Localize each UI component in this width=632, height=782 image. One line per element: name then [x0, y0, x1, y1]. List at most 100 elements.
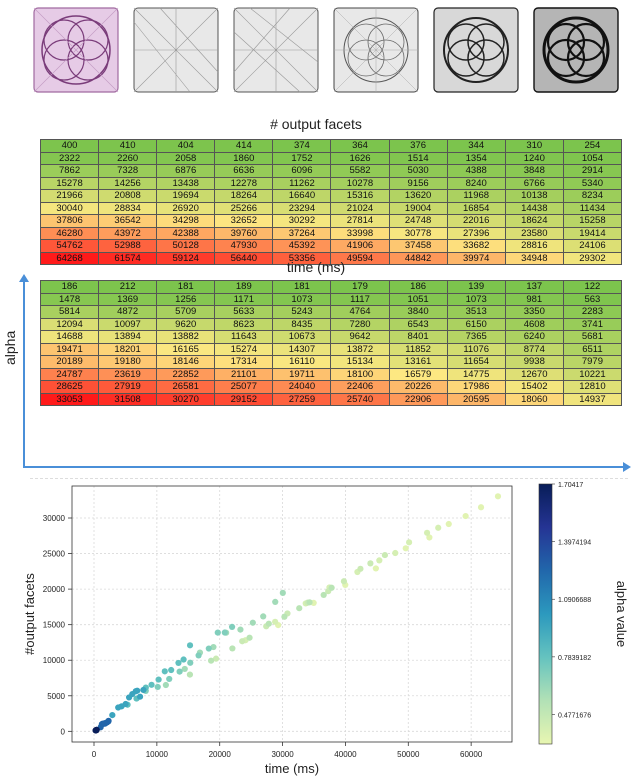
- time-table-cell: 10097: [98, 317, 158, 331]
- time-table-cell: 10673: [272, 330, 332, 344]
- facets-table-row: 46280 43972 42388 39760 37264 33998 30778 27396…: [39, 226, 623, 240]
- time-table-cell: 23619: [98, 367, 158, 381]
- facets-table-row: 64268 61574 59124 56440 53356 49594 44842 39974…: [39, 251, 623, 265]
- mesh-thumbnail-2: [133, 7, 219, 93]
- time-table-cell: 6240: [504, 330, 564, 344]
- data-point: [140, 686, 147, 694]
- facets-table-cell: 19004: [388, 201, 448, 215]
- data-point: [136, 693, 144, 700]
- data-point: [180, 656, 187, 663]
- time-table-cell: 20189: [39, 355, 100, 369]
- facets-table-cell: 10138: [504, 189, 564, 203]
- facets-table-row: 400 410 404 414 374 364 376 344 310 254: [39, 139, 623, 153]
- time-table-cell: 13882: [156, 330, 216, 344]
- time-table-cell: 33053: [39, 392, 100, 406]
- facets-table-cell: 27396: [446, 226, 506, 240]
- data-point: [281, 613, 288, 620]
- data-point: [181, 665, 188, 673]
- x-tick-label: 60000: [460, 750, 483, 759]
- time-table-cell: 122: [562, 280, 623, 294]
- facets-table-cell: 45392: [272, 239, 332, 253]
- data-point: [162, 681, 169, 689]
- data-point: [237, 626, 244, 633]
- time-table-cell: 981: [504, 292, 564, 306]
- alpha-axis-label: alpha: [2, 330, 18, 365]
- facets-table-cell: 29302: [562, 251, 623, 265]
- time-table-row: 14688 13894 13882 11643 10673 9642 8401 7365 624…: [39, 330, 623, 344]
- mesh-thumbnails: [30, 2, 630, 102]
- x-tick-label: 30000: [271, 750, 294, 759]
- facets-table-row: 30040 28834 26920 25266 23294 21024 19004 16854…: [39, 201, 623, 215]
- time-table-cell: 11643: [214, 330, 274, 344]
- facets-table-cell: 36542: [98, 214, 158, 228]
- bottom-axis-line: [23, 466, 623, 468]
- time-table-cell: 20595: [446, 392, 506, 406]
- data-point: [405, 539, 413, 546]
- data-point: [462, 512, 469, 520]
- facets-table-cell: 21024: [330, 201, 390, 215]
- time-table-cell: 31508: [98, 392, 158, 406]
- data-point: [168, 666, 175, 674]
- data-point: [426, 534, 433, 541]
- facets-table-cell: 1514: [388, 151, 448, 165]
- time-table-cell: 13894: [98, 330, 158, 344]
- time-table-row: 28625 27919 26581 25077 24040 22406 20226 17986…: [39, 380, 623, 394]
- time-table-cell: 14937: [562, 392, 623, 406]
- data-point: [166, 675, 173, 683]
- facets-table-cell: 1354: [446, 151, 506, 165]
- facets-table-cell: 30778: [388, 226, 448, 240]
- facets-table-cell: 46280: [39, 226, 100, 240]
- facets-table-cell: 410: [98, 139, 158, 153]
- facets-table-cell: 42388: [156, 226, 216, 240]
- time-table-row: 12094 10097 9620 8623 8435 7280 6543 6150 4608 37…: [39, 317, 623, 331]
- time-table-cell: 15402: [504, 380, 564, 394]
- time-table-cell: 7365: [446, 330, 506, 344]
- facets-table-cell: 2058: [156, 151, 216, 165]
- facets-table-cell: 47930: [214, 239, 274, 253]
- time-table-cell: 29152: [214, 392, 274, 406]
- facets-table-cell: 22016: [446, 214, 506, 228]
- facets-table-cell: 8234: [562, 189, 623, 203]
- time-table-cell: 5814: [39, 305, 100, 319]
- facets-table-cell: 4388: [446, 164, 506, 178]
- time-table-cell: 25740: [330, 392, 390, 406]
- data-point: [246, 634, 253, 641]
- facets-table-cell: 7862: [39, 164, 100, 178]
- facets-table-row: 15278 14256 13438 12278 11262 10278 9156 8240 67…: [39, 176, 623, 190]
- time-table-row: 1478 1369 1256 1171 1073 1117 1051 1073 981 563: [39, 292, 623, 306]
- time-table-cell: 189: [214, 280, 274, 294]
- alpha-axis-arrow: [19, 274, 29, 282]
- data-point: [477, 504, 485, 511]
- time-table-cell: 12094: [39, 317, 100, 331]
- plot-frame: [71, 485, 513, 743]
- time-table-cell: 212: [98, 280, 158, 294]
- data-point: [214, 629, 221, 636]
- time-table-cell: 22406: [330, 380, 390, 394]
- facets-table-cell: 1626: [330, 151, 390, 165]
- data-point: [207, 657, 215, 664]
- facets-table-cell: 23294: [272, 201, 332, 215]
- facets-table-cell: 39974: [446, 251, 506, 265]
- time-table-cell: 9620: [156, 317, 216, 331]
- facets-table-cell: 39760: [214, 226, 274, 240]
- time-table-cell: 18146: [156, 355, 216, 369]
- section-divider: [30, 478, 628, 479]
- data-point: [155, 676, 162, 683]
- facets-table-cell: 14256: [98, 176, 158, 190]
- time-table-cell: 4608: [504, 317, 564, 331]
- facets-table-cell: 64268: [39, 251, 100, 265]
- time-table-cell: 10221: [562, 367, 623, 381]
- data-point: [445, 520, 452, 528]
- data-point: [272, 598, 279, 606]
- facets-table-cell: 24106: [562, 239, 623, 253]
- time-table-cell: 137: [504, 280, 564, 294]
- facets-table-cell: 364: [330, 139, 390, 153]
- time-table-cell: 17314: [214, 355, 274, 369]
- facets-table-cell: 400: [39, 139, 100, 153]
- mesh-thumbnail-5: [433, 7, 519, 93]
- facets-table-cell: 28834: [98, 201, 158, 215]
- data-point: [195, 652, 202, 659]
- y-tick-label: 5000: [47, 692, 65, 701]
- x-tick-label: 50000: [397, 750, 420, 759]
- facets-table-cell: 16854: [446, 201, 506, 215]
